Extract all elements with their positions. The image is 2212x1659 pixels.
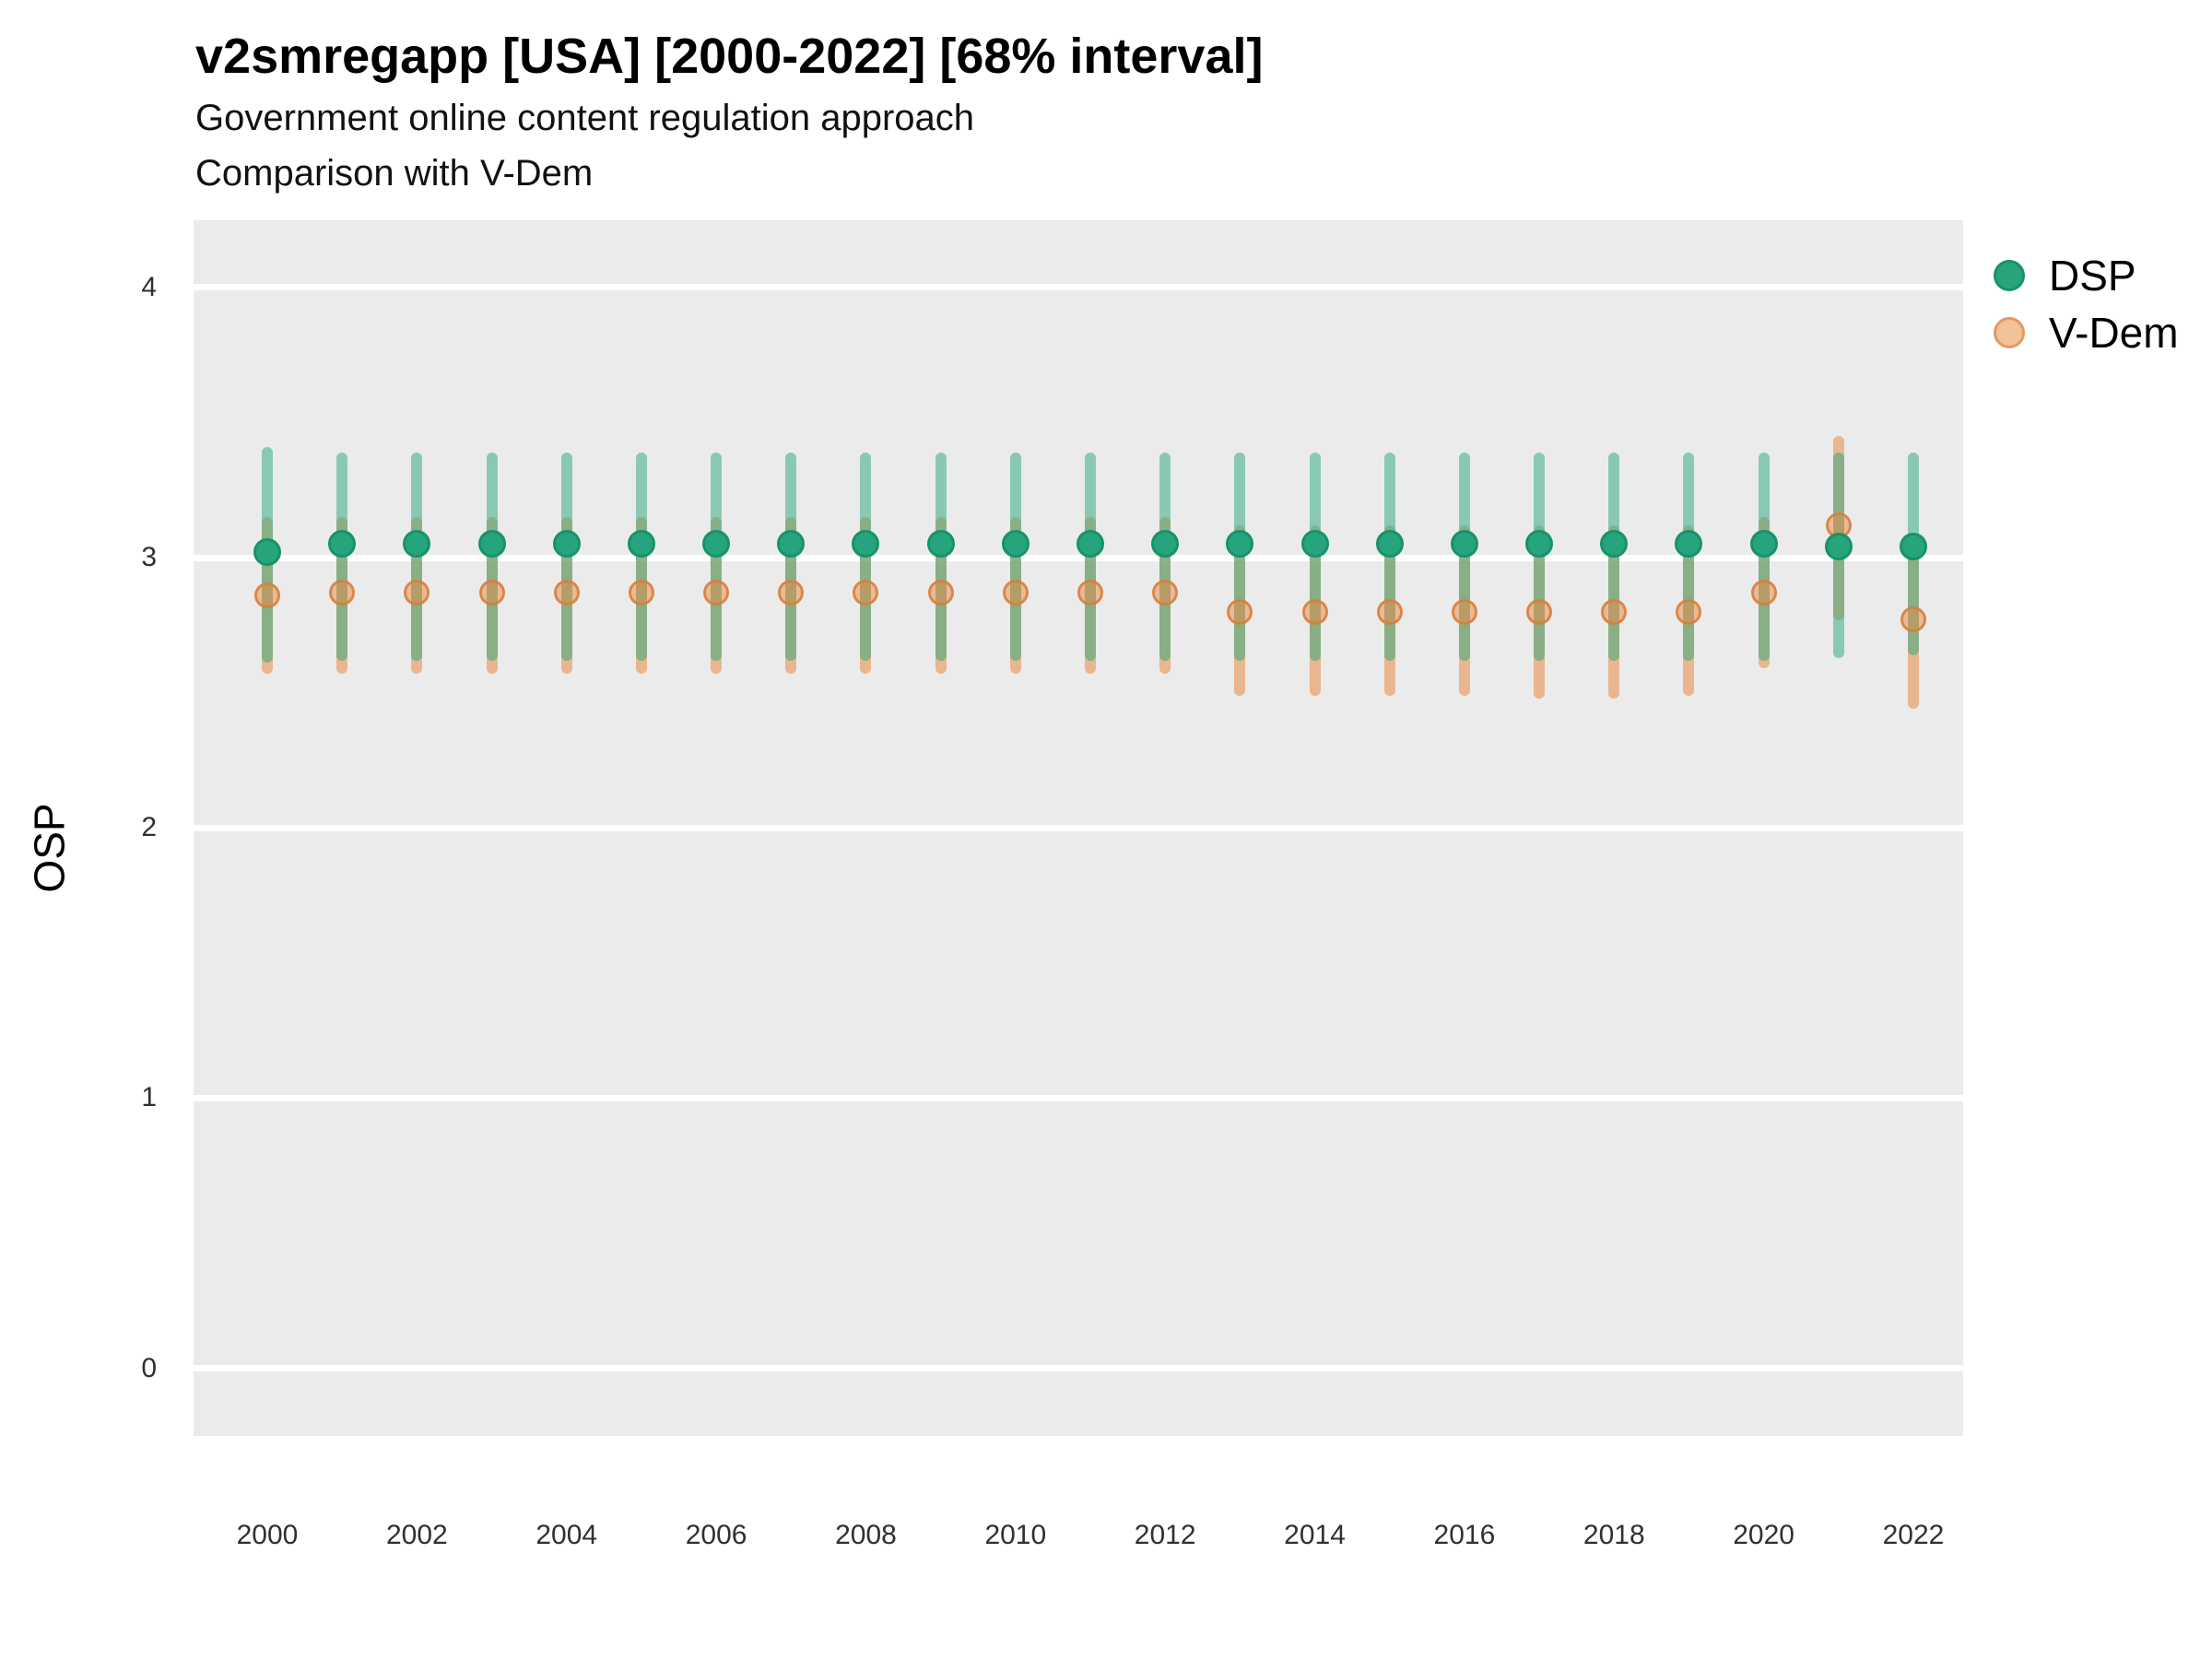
vdem-legend-dot-icon xyxy=(1994,317,2025,348)
dsp-point-2002 xyxy=(403,530,431,559)
vdem-point-2019 xyxy=(1676,598,1702,625)
vdem-point-2010 xyxy=(1002,580,1029,606)
y-axis-title-wrap: OSP xyxy=(13,710,87,986)
vdem-point-2000 xyxy=(254,582,280,609)
x-tick-label-2020: 2020 xyxy=(1733,1520,1794,1550)
dsp-point-2017 xyxy=(1525,530,1554,559)
y-tick-label-0: 0 xyxy=(141,1352,157,1383)
x-tick-label-2006: 2006 xyxy=(685,1520,747,1550)
vdem-point-2018 xyxy=(1601,598,1628,625)
legend: DSP V-Dem xyxy=(1994,251,2179,358)
dsp-point-2005 xyxy=(627,530,655,559)
legend-item-dsp: DSP xyxy=(1994,251,2179,300)
dsp-point-2011 xyxy=(1076,530,1104,559)
gridline-y-1 xyxy=(194,1094,1963,1101)
dsp-point-2001 xyxy=(328,530,357,559)
dsp-point-2020 xyxy=(1749,530,1778,559)
vdem-point-2006 xyxy=(703,580,730,606)
dsp-legend-dot-icon xyxy=(1994,260,2025,291)
page-title: v2smregapp [USA] [2000-2022] [68% interv… xyxy=(195,29,1264,84)
dsp-point-2000 xyxy=(253,538,281,567)
dsp-point-2014 xyxy=(1300,530,1329,559)
vdem-point-2017 xyxy=(1526,598,1553,625)
vdem-point-2004 xyxy=(553,580,580,606)
plot-panel xyxy=(194,220,1963,1436)
x-tick-label-2018: 2018 xyxy=(1583,1520,1645,1550)
dsp-point-2021 xyxy=(1824,533,1853,561)
dsp-point-2006 xyxy=(702,530,731,559)
x-tick-label-2012: 2012 xyxy=(1134,1520,1196,1550)
vdem-point-2011 xyxy=(1077,580,1103,606)
vdem-point-2001 xyxy=(329,580,356,606)
vdem-point-2002 xyxy=(404,580,430,606)
dsp-point-2003 xyxy=(477,530,506,559)
x-tick-label-2002: 2002 xyxy=(385,1520,448,1550)
vdem-point-2007 xyxy=(778,580,805,606)
dsp-point-2015 xyxy=(1375,530,1404,559)
x-tick-label-2016: 2016 xyxy=(1433,1520,1496,1550)
legend-item-vdem: V-Dem xyxy=(1994,308,2179,358)
gridline-y-0 xyxy=(194,1365,1963,1372)
x-tick-label-2000: 2000 xyxy=(236,1520,299,1550)
x-tick-label-2014: 2014 xyxy=(1284,1520,1346,1550)
vdem-point-2020 xyxy=(1750,580,1777,606)
vdem-point-2022 xyxy=(1900,606,1926,633)
dsp-point-2013 xyxy=(1226,530,1254,559)
y-tick-label-2: 2 xyxy=(141,812,157,843)
vdem-point-2009 xyxy=(927,580,954,606)
legend-label-dsp: DSP xyxy=(2049,252,2136,300)
vdem-point-2008 xyxy=(853,580,879,606)
dsp-point-2004 xyxy=(552,530,581,559)
dsp-point-2018 xyxy=(1600,530,1629,559)
vdem-point-2003 xyxy=(478,580,505,606)
page-subtitle: Government online content regulation app… xyxy=(195,98,974,138)
vdem-point-2015 xyxy=(1376,598,1403,625)
dsp-point-2016 xyxy=(1450,530,1478,559)
vdem-point-2012 xyxy=(1152,580,1179,606)
x-tick-label-2010: 2010 xyxy=(984,1520,1047,1550)
gridline-y-3 xyxy=(194,554,1963,561)
dsp-point-2008 xyxy=(852,530,880,559)
y-tick-label-4: 4 xyxy=(141,271,157,302)
gridline-y-2 xyxy=(194,824,1963,831)
y-tick-label-1: 1 xyxy=(141,1082,157,1113)
dsp-point-2019 xyxy=(1675,530,1703,559)
dsp-point-2010 xyxy=(1001,530,1030,559)
x-tick-label-2004: 2004 xyxy=(535,1520,598,1550)
dsp-point-2022 xyxy=(1899,533,1927,561)
x-tick-label-2022: 2022 xyxy=(1882,1520,1945,1550)
vdem-point-2013 xyxy=(1227,598,1253,625)
x-tick-label-2008: 2008 xyxy=(835,1520,897,1550)
vdem-point-2005 xyxy=(628,580,654,606)
dsp-point-2012 xyxy=(1151,530,1180,559)
vdem-point-2014 xyxy=(1301,598,1328,625)
dsp-point-2009 xyxy=(926,530,955,559)
page-subtitle-2: Comparison with V-Dem xyxy=(195,153,594,194)
dsp-point-2007 xyxy=(777,530,806,559)
legend-label-vdem: V-Dem xyxy=(2049,309,2179,357)
y-tick-label-3: 3 xyxy=(141,542,157,572)
vdem-point-2016 xyxy=(1451,598,1477,625)
gridline-y-4 xyxy=(194,284,1963,291)
